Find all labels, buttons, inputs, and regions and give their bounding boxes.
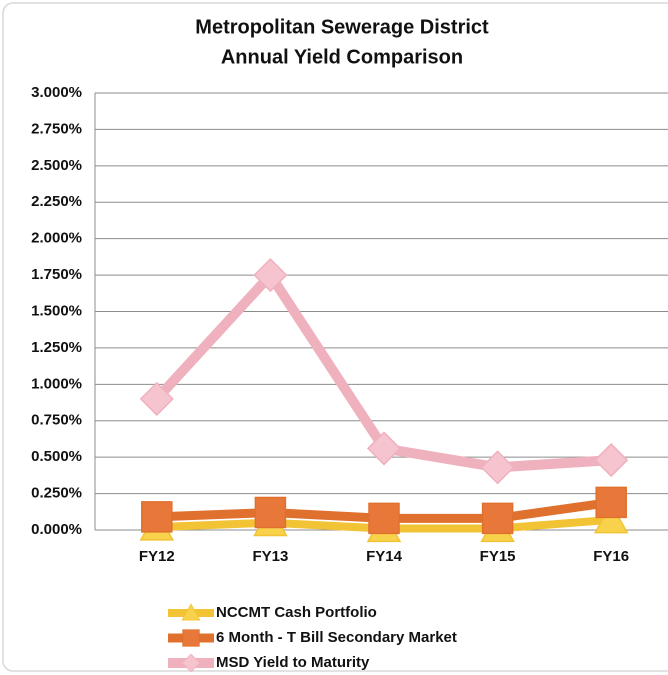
x-tick-label: FY14 bbox=[366, 548, 403, 565]
x-tick-label: FY12 bbox=[139, 548, 175, 565]
marker bbox=[141, 501, 173, 533]
y-tick-label: 1.000% bbox=[31, 375, 82, 392]
y-tick-label: 3.000% bbox=[31, 84, 82, 101]
legend-label: MSD Yield to Maturity bbox=[216, 654, 370, 671]
y-tick-label: 0.000% bbox=[31, 521, 82, 538]
legend-marker bbox=[182, 629, 200, 647]
y-tick-label: 0.250% bbox=[31, 485, 82, 502]
y-tick-label: 0.750% bbox=[31, 412, 82, 429]
y-tick-label: 0.500% bbox=[31, 448, 82, 465]
marker bbox=[480, 450, 515, 485]
y-tick-label: 2.250% bbox=[31, 193, 82, 210]
x-tick-label: FY13 bbox=[252, 548, 288, 565]
chart-title: Metropolitan Sewerage District bbox=[195, 16, 489, 38]
marker bbox=[593, 502, 629, 534]
marker bbox=[368, 502, 400, 535]
x-tick-label: FY15 bbox=[480, 548, 516, 565]
marker bbox=[595, 486, 627, 519]
marker bbox=[139, 381, 174, 416]
legend-marker bbox=[181, 603, 201, 621]
y-tick-label: 2.750% bbox=[31, 120, 82, 137]
marker bbox=[253, 258, 288, 293]
marker bbox=[254, 496, 287, 529]
y-tick-label: 1.750% bbox=[31, 266, 82, 283]
legend-label: NCCMT Cash Portfolio bbox=[216, 604, 377, 621]
y-tick-label: 1.250% bbox=[31, 339, 82, 356]
chart-title: Annual Yield Comparison bbox=[221, 46, 463, 68]
marker bbox=[594, 443, 629, 478]
x-tick-label: FY16 bbox=[593, 548, 629, 565]
legend-label: 6 Month - T Bill Secondary Market bbox=[216, 629, 457, 646]
y-tick-label: 2.000% bbox=[31, 230, 82, 247]
y-tick-label: 2.500% bbox=[31, 157, 82, 174]
legend-marker bbox=[181, 653, 201, 673]
marker bbox=[481, 502, 514, 535]
y-tick-label: 1.500% bbox=[31, 302, 82, 319]
marker bbox=[366, 431, 402, 466]
